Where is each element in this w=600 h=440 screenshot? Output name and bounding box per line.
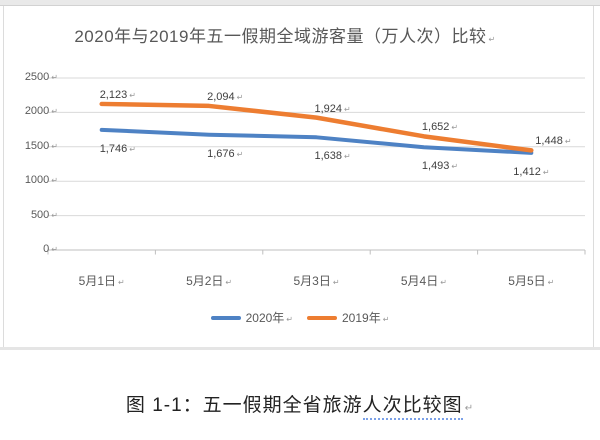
chart-title-text: 2020年与2019年五一假期全域游客量（万人次）比较	[74, 27, 487, 46]
figure-caption-underlined: 人次比较图	[362, 395, 463, 420]
legend-item-2019年: 2019年 ↵	[307, 309, 389, 326]
legend-label: 2020年 ↵	[245, 311, 293, 325]
data-label-2019年: 2,123 ↵	[99, 88, 136, 101]
x-tick-label: 5月5日 ↵	[508, 274, 555, 288]
series-line-2020年	[99, 127, 534, 155]
legend-label: 2019年 ↵	[342, 311, 390, 325]
series-line-2019年	[99, 101, 534, 153]
legend-swatch	[210, 315, 241, 320]
y-tick-label: 1000 ↵	[24, 174, 58, 187]
window-top-divider	[0, 0, 600, 6]
x-tick-label: 5月3日 ↵	[293, 274, 340, 288]
data-label-2020年: 1,638 ↵	[314, 150, 351, 163]
data-label-2019年: 1,652 ↵	[421, 121, 459, 134]
data-label-2019年: 1,448 ↵	[535, 135, 572, 148]
paragraph-mark: ↵	[464, 403, 475, 414]
x-tick-label: 5月4日 ↵	[400, 274, 447, 288]
paragraph-mark: ↵	[488, 35, 496, 44]
legend-item-2020年: 2020年 ↵	[210, 309, 293, 326]
figure-caption-prefix: 图 1-1：五一假期全省旅游	[125, 395, 363, 416]
data-label-2020年: 1,746 ↵	[99, 142, 136, 155]
y-tick-label: 2000 ↵	[24, 105, 58, 118]
x-tick-label: 5月1日 ↵	[78, 274, 125, 288]
y-tick-label: 1500 ↵	[24, 139, 58, 152]
y-tick-label: 0 ↵	[43, 243, 58, 255]
plot-area	[47, 77, 586, 255]
data-label-2020年: 1,676 ↵	[207, 147, 244, 160]
horizontal-divider	[0, 347, 600, 350]
y-tick-label: 2500 ↵	[24, 71, 58, 83]
data-label-2019年: 2,094 ↵	[207, 90, 244, 103]
chart-legend: 2020年 ↵ 2019年 ↵	[0, 309, 600, 326]
data-label-2020年: 1,412 ↵	[513, 165, 550, 178]
data-label-2019年: 1,924 ↵	[314, 102, 351, 115]
chart-container[interactable]	[3, 6, 594, 347]
x-tick-label: 5月2日 ↵	[186, 274, 233, 288]
figure-caption: 图 1-1：五一假期全省旅游人次比较图 ↵	[0, 390, 600, 420]
legend-swatch	[307, 315, 337, 320]
data-label-2020年: 1,493 ↵	[421, 160, 459, 173]
chart-title: 2020年与2019年五一假期全域游客量（万人次）比较 ↵	[0, 22, 570, 47]
y-tick-label: 500 ↵	[30, 208, 58, 221]
